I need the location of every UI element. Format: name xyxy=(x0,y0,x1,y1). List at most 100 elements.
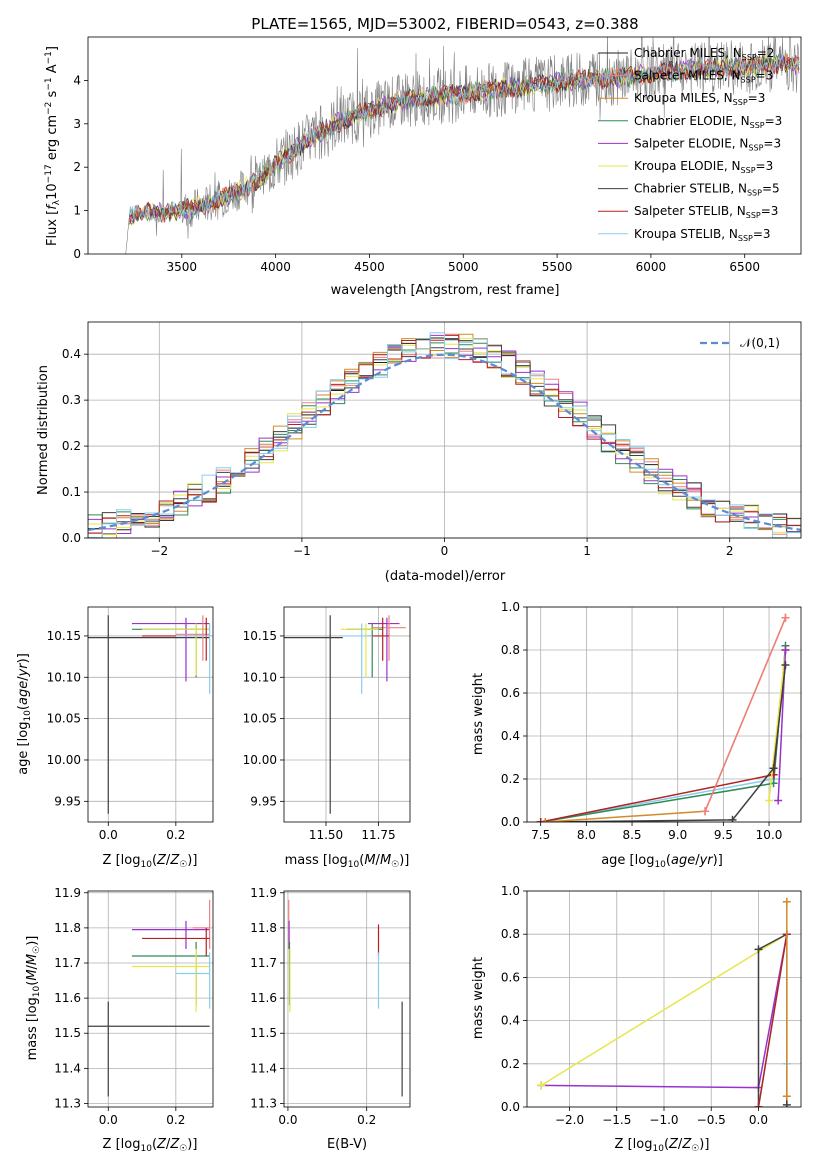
weight-marker xyxy=(728,815,737,822)
y-tick-label: 0.4 xyxy=(501,729,520,743)
weight-marker xyxy=(769,764,778,773)
legend-label: Salpeter ELODIE, NSSP=3 xyxy=(634,136,781,152)
x-tick-label: 9.0 xyxy=(668,828,687,842)
y-tick-label: 0.0 xyxy=(501,1100,520,1114)
weight-marker xyxy=(782,1100,791,1107)
weight-marker xyxy=(781,613,790,622)
weight-line xyxy=(757,934,788,1107)
x-tick-label: 5000 xyxy=(448,260,479,274)
y-tick-label: 0.2 xyxy=(501,772,520,786)
axes-frame xyxy=(87,36,802,255)
legend-label: Chabrier MILES, NSSP=2 xyxy=(634,46,774,62)
y-tick-label: 0.8 xyxy=(501,927,520,941)
spectrum-lines xyxy=(125,37,800,254)
y-tick-label: 11.7 xyxy=(250,956,277,970)
x-tick-label: 4500 xyxy=(354,260,385,274)
weight-marker xyxy=(537,1081,546,1090)
legend-label: Chabrier ELODIE, NSSP=3 xyxy=(634,114,782,130)
y-tick-label: 9.95 xyxy=(54,794,81,808)
legend-label: Kroupa ELODIE, NSSP=3 xyxy=(634,159,773,175)
x-tick-label: 2 xyxy=(726,544,734,558)
axes-frame xyxy=(526,890,802,1108)
weight-marker xyxy=(781,646,790,654)
y-tick-label: 11.7 xyxy=(54,956,81,970)
y-tick-label: 10.15 xyxy=(243,629,277,643)
y-tick-label: 0.2 xyxy=(501,1057,520,1071)
y-tick-label: 9.95 xyxy=(250,794,277,808)
x-tick-label: 0.2 xyxy=(166,828,185,842)
axes-frame xyxy=(283,606,411,823)
weight-marker xyxy=(754,1103,763,1107)
histogram-group xyxy=(88,332,801,538)
legend-label: Chabrier STELIB, NSSP=5 xyxy=(634,182,780,198)
legend-label: Kroupa MILES, NSSP=3 xyxy=(634,91,765,107)
y-tick-label: 10.15 xyxy=(47,629,81,643)
y-tick-label: 10.05 xyxy=(243,712,277,726)
legend-label: Kroupa STELIB, NSSP=3 xyxy=(634,227,771,243)
y-tick-label: 0.4 xyxy=(501,1014,520,1028)
y-tick-label: 3 xyxy=(73,117,81,131)
errorbar-group xyxy=(88,615,211,814)
weight-lines xyxy=(537,897,791,1107)
x-tick-label: −1.5 xyxy=(602,1113,631,1127)
weight-line xyxy=(540,933,788,1087)
mass-vs-metallicity-panel: 0.0 0.2 11.3 11.4 11.5 11.6 11.7 11.8 11.9 xyxy=(54,886,214,1127)
mass-weight-vs-metallicity-xlabel: Z [log10(Z/Z☉)] xyxy=(615,1137,710,1154)
x-tick-label: 9.5 xyxy=(714,828,733,842)
x-tick-label: 3500 xyxy=(167,260,198,274)
x-tick-label: −2 xyxy=(150,544,168,558)
y-tick-label: 11.9 xyxy=(250,886,277,900)
age-vs-mass-panel: 11.50 11.75 9.95 10.00 10.05 10.10 10.15 xyxy=(243,606,411,842)
axes-frame xyxy=(87,606,214,823)
x-tick-label: 0.0 xyxy=(99,1113,118,1127)
y-tick-label: 1.0 xyxy=(501,884,520,898)
y-tick-label: 0.8 xyxy=(501,643,520,657)
mass-vs-extinction-panel: 0.0 0.2 11.3 11.4 11.5 11.6 11.7 11.8 11.9 xyxy=(250,886,411,1127)
y-tick-label: 11.4 xyxy=(54,1061,81,1075)
y-tick-label: 11.8 xyxy=(54,921,81,935)
normal-curve-line xyxy=(88,353,801,531)
y-tick-label: 11.3 xyxy=(54,1096,81,1110)
x-tick-label: −2.0 xyxy=(555,1113,584,1127)
age-vs-metallicity-xlabel: Z [log10(Z/Z☉)] xyxy=(103,853,198,870)
y-tick-label: 0 xyxy=(73,247,81,261)
y-tick-label: 11.5 xyxy=(54,1026,81,1040)
model-spectrum-line xyxy=(128,54,800,223)
errorbar-group xyxy=(284,615,406,814)
errorbar-group xyxy=(288,899,403,1097)
x-tick-label: 11.75 xyxy=(361,828,395,842)
y-tick-label: 4 xyxy=(73,73,81,87)
y-tick-label: 11.8 xyxy=(250,921,277,935)
x-tick-label: 10.0 xyxy=(756,828,783,842)
y-tick-label: 11.3 xyxy=(250,1096,277,1110)
mass-weight-vs-age-ylabel: mass weight xyxy=(471,673,486,755)
y-tick-label: 11.6 xyxy=(54,991,81,1005)
spectrum-xlabel: wavelength [Angstrom, rest frame] xyxy=(331,283,560,298)
x-tick-label: 0.0 xyxy=(749,1113,768,1127)
legend-label: Salpeter STELIB, NSSP=3 xyxy=(634,204,778,220)
weight-marker xyxy=(774,796,783,805)
x-tick-label: 0.2 xyxy=(166,1113,185,1127)
weight-marker xyxy=(781,661,790,670)
weight-marker xyxy=(536,818,545,822)
x-tick-label: 0 xyxy=(441,544,449,558)
y-tick-label: 0.0 xyxy=(62,531,81,545)
age-vs-mass-xlabel: mass [log10(M/M☉)] xyxy=(285,853,410,870)
y-tick-label: 11.9 xyxy=(54,886,81,900)
y-tick-label: 10.00 xyxy=(47,753,81,767)
weight-line xyxy=(704,617,787,812)
mass-vs-metallicity-xlabel: Z [log10(Z/Z☉)] xyxy=(103,1137,198,1154)
spectrum-ylabel: Flux [fλ10−17 erg cm−2 s−1 A−1] xyxy=(44,46,62,246)
axes-frame xyxy=(87,321,802,539)
x-tick-label: 1 xyxy=(583,544,591,558)
age-vs-metallicity-ylabel: age [log10(age/yr)] xyxy=(16,653,33,775)
x-tick-label: 8.5 xyxy=(622,828,641,842)
y-tick-label: 11.5 xyxy=(250,1026,277,1040)
mass-weight-vs-age-panel: 7.5 8.0 8.5 9.0 9.5 10.0 0.0 0.2 0.4 0.6 0.8 1.0 xyxy=(501,600,802,842)
weight-line xyxy=(545,664,787,822)
mass-weight-vs-metallicity-ylabel: mass weight xyxy=(471,957,486,1039)
y-tick-label: 0.2 xyxy=(62,439,81,453)
weight-line xyxy=(768,649,787,801)
y-tick-label: 2 xyxy=(73,160,81,174)
